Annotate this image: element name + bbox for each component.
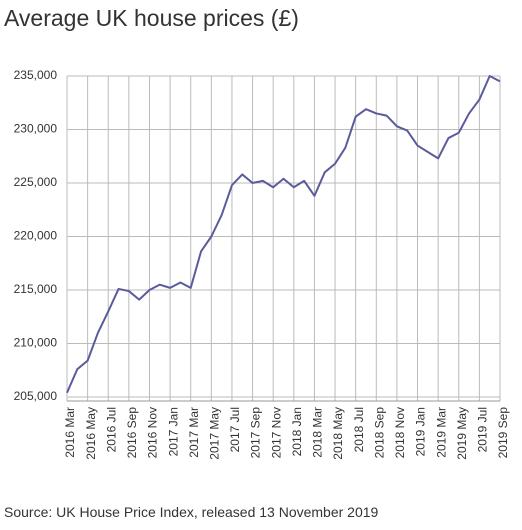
y-tick-label: 230,000	[14, 122, 58, 136]
x-tick-label: 2017 Nov	[269, 407, 283, 458]
x-tick-label: 2016 Jul	[104, 407, 118, 452]
x-tick-label: 2016 Mar	[63, 407, 77, 458]
x-tick-label: 2017 May	[208, 407, 222, 460]
x-tick-label: 2017 Sep	[249, 407, 263, 459]
x-tick-label: 2018 Nov	[393, 407, 407, 458]
x-tick-label: 2018 Jul	[352, 407, 366, 452]
x-tick-label: 2016 May	[84, 407, 98, 460]
x-tick-label: 2016 Sep	[125, 407, 139, 459]
x-tick-label: 2019 Jan	[414, 407, 428, 456]
y-tick-label: 215,000	[14, 282, 58, 296]
chart-title: Average UK house prices (£)	[4, 5, 299, 31]
x-tick-label: 2019 Jul	[476, 407, 490, 452]
x-tick-label: 2017 Mar	[187, 407, 201, 458]
y-tick-label: 210,000	[14, 336, 58, 350]
x-tick-label: 2018 Sep	[372, 407, 386, 459]
x-tick-label: 2018 May	[331, 407, 345, 460]
x-tick-label: 2016 Nov	[146, 407, 160, 458]
y-tick-label: 205,000	[14, 389, 58, 403]
y-tick-label: 235,000	[14, 68, 58, 82]
y-tick-label: 225,000	[14, 175, 58, 189]
x-tick-label: 2019 Sep	[496, 407, 510, 459]
x-tick-label: 2018 Mar	[311, 407, 325, 458]
source-note: Source: UK House Price Index, released 1…	[4, 504, 379, 520]
y-tick-label: 220,000	[14, 229, 58, 243]
x-tick-label: 2019 Mar	[434, 407, 448, 458]
x-tick-label: 2019 May	[455, 407, 469, 460]
x-tick-label: 2017 Jan	[166, 407, 180, 456]
x-tick-label: 2018 Jan	[290, 407, 304, 456]
line-series	[66, 75, 501, 394]
x-tick-label: 2017 Jul	[228, 407, 242, 452]
